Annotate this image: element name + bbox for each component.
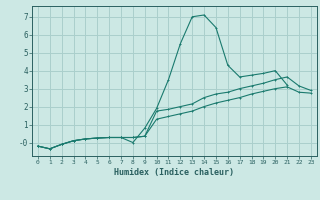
X-axis label: Humidex (Indice chaleur): Humidex (Indice chaleur) [115, 168, 234, 177]
